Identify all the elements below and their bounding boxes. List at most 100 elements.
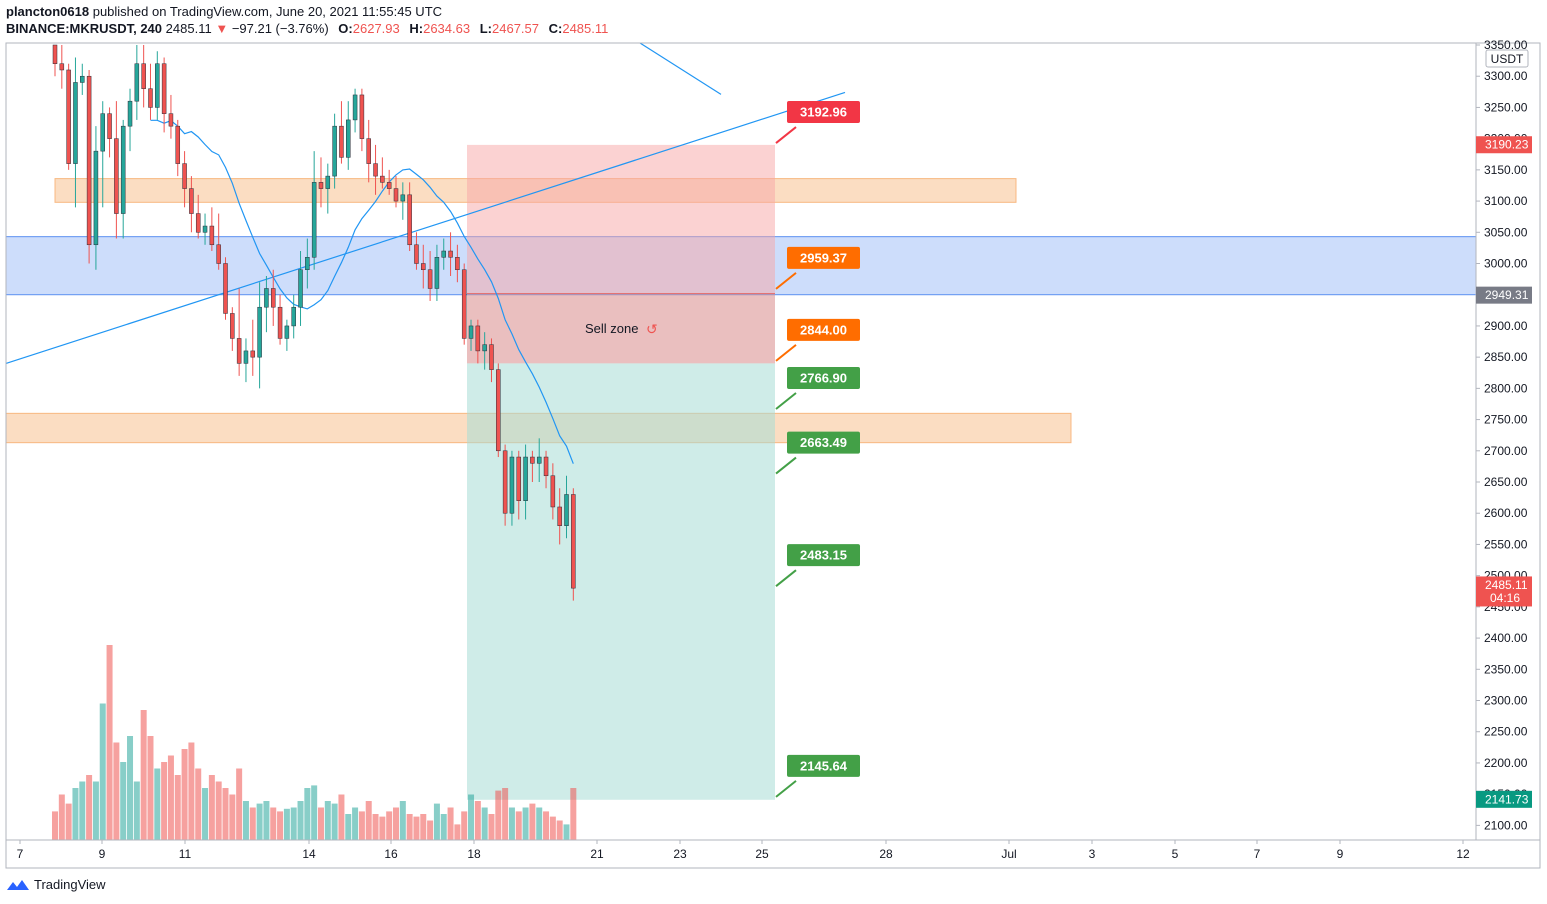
candle — [373, 144, 378, 195]
time-tick-label: 18 — [467, 847, 481, 861]
volume-bar — [468, 794, 475, 840]
volume-bar — [529, 803, 536, 840]
candle-body — [120, 125, 126, 214]
sell-zone-icon: ↺ — [646, 322, 658, 338]
symbol-label[interactable]: BINANCE:MKRUSDT, 240 — [6, 21, 163, 36]
price-tick-label: 3350.00 — [1484, 38, 1528, 52]
candle-body — [168, 113, 174, 127]
candle — [393, 176, 399, 208]
candle — [175, 119, 181, 177]
time-tick-label: 9 — [1337, 847, 1344, 861]
volume-bar — [543, 811, 550, 840]
candles-layer — [52, 44, 576, 601]
volume-bar — [154, 768, 161, 840]
candle — [277, 294, 283, 345]
price-tick-label: 2650.00 — [1484, 475, 1528, 489]
volume-bar — [270, 807, 277, 840]
candle-body — [427, 269, 433, 289]
candle-body — [230, 313, 235, 339]
candle — [339, 101, 344, 164]
candle-body — [189, 188, 194, 214]
price-axis-label-box — [1476, 576, 1532, 607]
volume-layer — [52, 645, 577, 840]
candle — [189, 176, 194, 233]
down-arrow-icon: ▼ — [215, 21, 229, 36]
high-key: H: — [409, 21, 424, 36]
bar-countdown: 04:16 — [1490, 591, 1520, 605]
candle-body — [400, 194, 406, 202]
candle-body — [318, 182, 324, 189]
price-tick-label: 2850.00 — [1484, 350, 1528, 364]
time-tick-label: 9 — [99, 847, 106, 861]
level-tag-pointer — [775, 456, 797, 475]
candle-body — [339, 125, 344, 158]
candle — [107, 107, 112, 158]
candle — [509, 450, 515, 526]
candle — [100, 101, 105, 208]
price-axis-label-value: 2949.31 — [1485, 288, 1529, 302]
volume-bar — [236, 768, 243, 840]
moving-average-line — [150, 119, 574, 464]
candle-body — [373, 163, 378, 177]
volume-bar — [433, 803, 440, 840]
candle-body — [346, 119, 351, 158]
candle-body — [502, 450, 508, 514]
price-axis-label-box — [1476, 790, 1532, 808]
volume-bar — [345, 814, 352, 840]
candle — [427, 251, 433, 301]
candle-body — [223, 263, 228, 314]
candle — [141, 45, 146, 108]
high-value: 2634.63 — [423, 21, 471, 36]
level-tag-box — [787, 367, 860, 390]
volume-bar — [358, 811, 365, 840]
volume-bar — [536, 807, 543, 840]
candle-body — [380, 175, 385, 183]
ascending-trendline — [5, 91, 846, 364]
time-tick-label: 11 — [179, 847, 192, 861]
volume-bar — [208, 775, 215, 840]
candle-body — [359, 94, 365, 139]
price-axis-label: 2141.73 — [1476, 790, 1532, 808]
publisher-name[interactable]: plancton0618 — [6, 4, 90, 19]
publish-info: plancton0618 published on TradingView.co… — [6, 4, 442, 19]
candle-body — [455, 257, 460, 270]
candle-body — [270, 288, 276, 308]
candle-body — [386, 182, 392, 189]
price-tick-label: 3000.00 — [1484, 257, 1528, 271]
volume-bar — [515, 811, 522, 840]
time-tick-label: 14 — [302, 847, 316, 861]
tradingview-brand[interactable]: TradingView — [6, 877, 106, 892]
price-tick-label: 3250.00 — [1484, 100, 1528, 114]
candle — [80, 63, 85, 95]
candle — [407, 182, 412, 252]
volume-bar — [277, 811, 284, 840]
candle — [127, 88, 133, 152]
candle-body — [141, 63, 146, 89]
candle-body — [250, 350, 256, 358]
time-tick-label: 5 — [1172, 847, 1179, 861]
candle — [155, 51, 160, 120]
candle-body — [311, 182, 317, 258]
candle — [400, 182, 406, 220]
candle-body — [441, 250, 446, 258]
volume-bar — [372, 814, 379, 840]
level-tag: 2959.37 — [775, 246, 860, 290]
candle — [325, 163, 331, 214]
volume-bar — [474, 801, 481, 840]
volume-bar — [393, 807, 399, 840]
candle — [496, 363, 501, 458]
time-tick-label: 21 — [590, 847, 604, 861]
stop-loss-area — [467, 144, 775, 294]
candle-body — [161, 63, 167, 114]
candle — [257, 282, 262, 389]
level-tag: 2483.15 — [775, 544, 860, 587]
candle — [195, 194, 201, 239]
candle-body — [352, 94, 358, 121]
volume-bar — [297, 801, 304, 840]
sell-zone-area — [467, 293, 775, 364]
volume-bar — [502, 788, 509, 840]
volume-bar — [283, 808, 290, 840]
candle-body — [332, 125, 337, 177]
candle-body — [305, 257, 310, 270]
